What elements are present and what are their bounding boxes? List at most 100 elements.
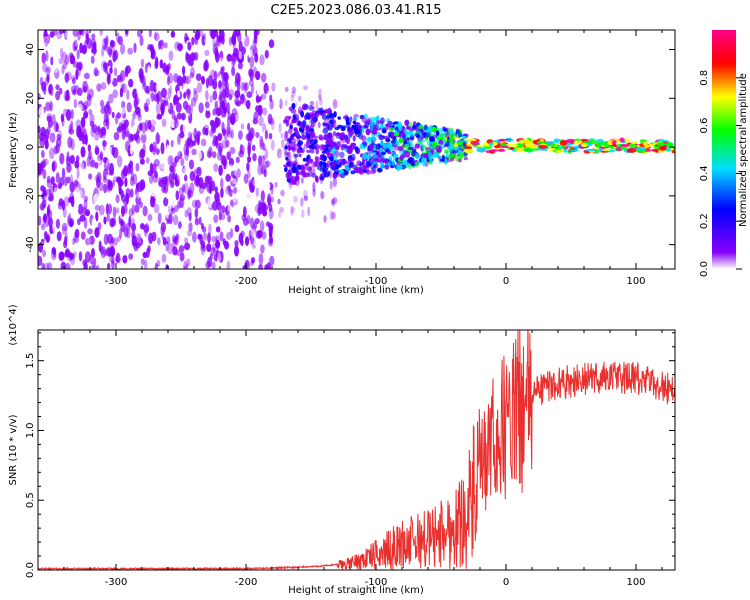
heatmap-cell — [252, 66, 258, 78]
heatmap-cell — [262, 204, 269, 212]
heatmap-cell — [51, 161, 56, 173]
heatmap-cell — [88, 156, 94, 168]
heatmap-cell — [234, 78, 238, 87]
heatmap-cell — [453, 135, 458, 140]
heatmap-cell — [408, 163, 412, 170]
heatmap-cell — [136, 30, 142, 38]
heatmap-cell — [69, 54, 76, 65]
heatmap-cell — [226, 116, 231, 126]
heatmap-cell — [263, 82, 269, 95]
heatmap-cell — [349, 116, 353, 123]
heatmap-cell — [50, 30, 55, 37]
heatmap-cell — [143, 224, 150, 234]
heatmap-cell — [231, 53, 237, 66]
heatmap-cell — [269, 255, 275, 266]
heatmap-cell — [135, 162, 140, 172]
heatmap-cell — [651, 148, 659, 152]
heatmap-cell — [172, 239, 176, 250]
heatmap-cell — [240, 230, 245, 238]
heatmap-cell — [553, 139, 560, 144]
heatmap-cell — [317, 88, 322, 100]
heatmap-cell — [150, 48, 156, 60]
heatmap-cell — [368, 145, 374, 152]
heatmap-cell — [139, 35, 144, 46]
heatmap-cell — [327, 124, 333, 131]
heatmap-cell — [212, 243, 216, 251]
heatmap-cell — [94, 162, 99, 169]
heatmap-cell — [87, 144, 92, 152]
heatmap-cell — [121, 100, 126, 110]
heatmap-cell — [56, 133, 62, 140]
heatmap-cell — [295, 175, 300, 180]
heatmap-cell — [312, 207, 317, 217]
heatmap-cell — [100, 106, 107, 115]
heatmap-cell — [148, 175, 154, 184]
heatmap-cell — [58, 30, 64, 35]
heatmap-cell — [269, 94, 273, 103]
heatmap-cell — [135, 242, 141, 249]
heatmap-cell — [188, 159, 195, 170]
heatmap-cell — [268, 132, 273, 140]
heatmap-cell — [628, 143, 636, 148]
heatmap-cell — [116, 155, 123, 168]
heatmap-cell — [163, 182, 169, 194]
heatmap-cell — [214, 30, 219, 38]
heatmap-cell — [220, 213, 226, 221]
heatmap-cell — [515, 143, 523, 148]
heatmap-cell — [170, 153, 175, 164]
heatmap-cell — [230, 129, 234, 140]
heatmap-cell — [156, 90, 163, 102]
heatmap-cell — [390, 140, 397, 144]
heatmap-cell — [255, 95, 260, 103]
heatmap-cell — [174, 235, 179, 246]
heatmap-cell — [326, 160, 331, 168]
heatmap-cell — [276, 97, 281, 106]
heatmap-cell — [329, 117, 335, 122]
heatmap-cell — [323, 215, 327, 223]
heatmap-cell — [522, 138, 530, 144]
heatmap-cell — [201, 244, 207, 253]
heatmap-cell — [213, 214, 219, 223]
heatmap-cell — [188, 190, 194, 198]
heatmap-cell — [166, 175, 170, 187]
heatmap-cell — [55, 122, 59, 132]
heatmap-cell — [393, 153, 399, 157]
heatmap-cell — [281, 138, 285, 149]
heatmap-cell — [51, 114, 56, 125]
heatmap-cell — [202, 32, 207, 40]
heatmap-cell — [57, 201, 63, 210]
heatmap-cell — [261, 231, 267, 240]
heatmap-cell — [38, 215, 42, 226]
heatmap-cell — [147, 65, 151, 76]
heatmap-cell — [244, 82, 248, 94]
heatmap-cell — [44, 37, 49, 47]
heatmap-cell — [120, 83, 125, 92]
heatmap-cell — [168, 85, 173, 96]
heatmap-cell — [175, 30, 180, 35]
heatmap-cell — [184, 174, 188, 182]
heatmap-cell — [208, 146, 213, 158]
heatmap-cell — [91, 33, 96, 40]
heatmap-cell — [70, 138, 75, 151]
heatmap-cell — [103, 216, 107, 225]
heatmap-cell — [96, 83, 102, 92]
heatmap-cell — [325, 138, 332, 145]
heatmap-cell — [334, 168, 340, 175]
heatmap-cell — [276, 171, 282, 179]
heatmap-cell — [221, 205, 226, 214]
heatmap-cell — [185, 144, 190, 157]
heatmap-cell — [619, 137, 625, 143]
heatmap-cell — [135, 115, 140, 124]
heatmap-cell — [58, 58, 64, 65]
heatmap-cell — [154, 61, 159, 70]
heatmap-cell — [215, 226, 221, 233]
heatmap-cell — [94, 146, 100, 155]
heatmap-cell — [193, 112, 200, 123]
heatmap-cell — [72, 30, 79, 37]
heatmap-cell — [209, 30, 214, 38]
heatmap-cell — [106, 233, 113, 244]
heatmap-cell — [116, 207, 120, 214]
colorbar-axis: 0.0 0.2 0.4 0.6 0.8 — [699, 70, 742, 277]
heatmap-cell — [74, 160, 80, 169]
heatmap-cell — [64, 72, 70, 84]
